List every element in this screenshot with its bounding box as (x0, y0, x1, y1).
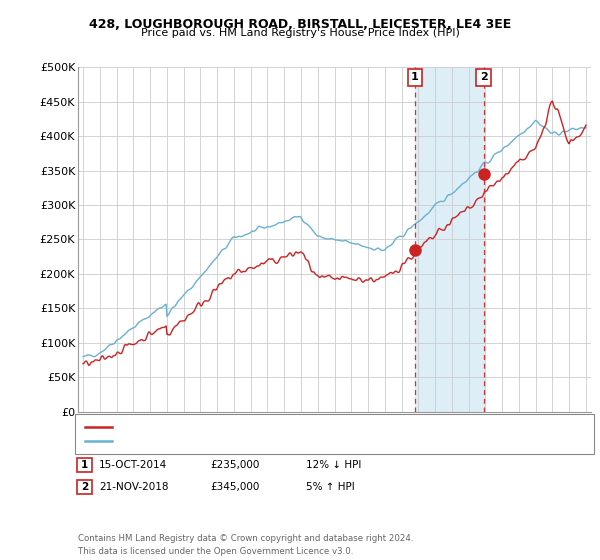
Text: 5% ↑ HPI: 5% ↑ HPI (306, 482, 355, 492)
Text: 15-OCT-2014: 15-OCT-2014 (99, 460, 167, 470)
Text: 1: 1 (411, 72, 419, 82)
Bar (415, 67, 484, 412)
Text: £235,000: £235,000 (210, 460, 259, 470)
Text: 2: 2 (81, 482, 88, 492)
Text: 428, LOUGHBOROUGH ROAD, BIRSTALL, LEICESTER, LE4 3EE (detached house): 428, LOUGHBOROUGH ROAD, BIRSTALL, LEICES… (119, 422, 506, 432)
Text: 12% ↓ HPI: 12% ↓ HPI (306, 460, 361, 470)
Text: Contains HM Land Registry data © Crown copyright and database right 2024.
This d: Contains HM Land Registry data © Crown c… (78, 534, 413, 556)
Text: 2: 2 (480, 72, 488, 82)
Text: Price paid vs. HM Land Registry's House Price Index (HPI): Price paid vs. HM Land Registry's House … (140, 28, 460, 38)
Text: 428, LOUGHBOROUGH ROAD, BIRSTALL, LEICESTER, LE4 3EE: 428, LOUGHBOROUGH ROAD, BIRSTALL, LEICES… (89, 18, 511, 31)
Text: 21-NOV-2018: 21-NOV-2018 (99, 482, 169, 492)
Text: £345,000: £345,000 (210, 482, 259, 492)
Text: HPI: Average price, detached house, Charnwood: HPI: Average price, detached house, Char… (119, 436, 355, 446)
Text: 1: 1 (81, 460, 88, 470)
